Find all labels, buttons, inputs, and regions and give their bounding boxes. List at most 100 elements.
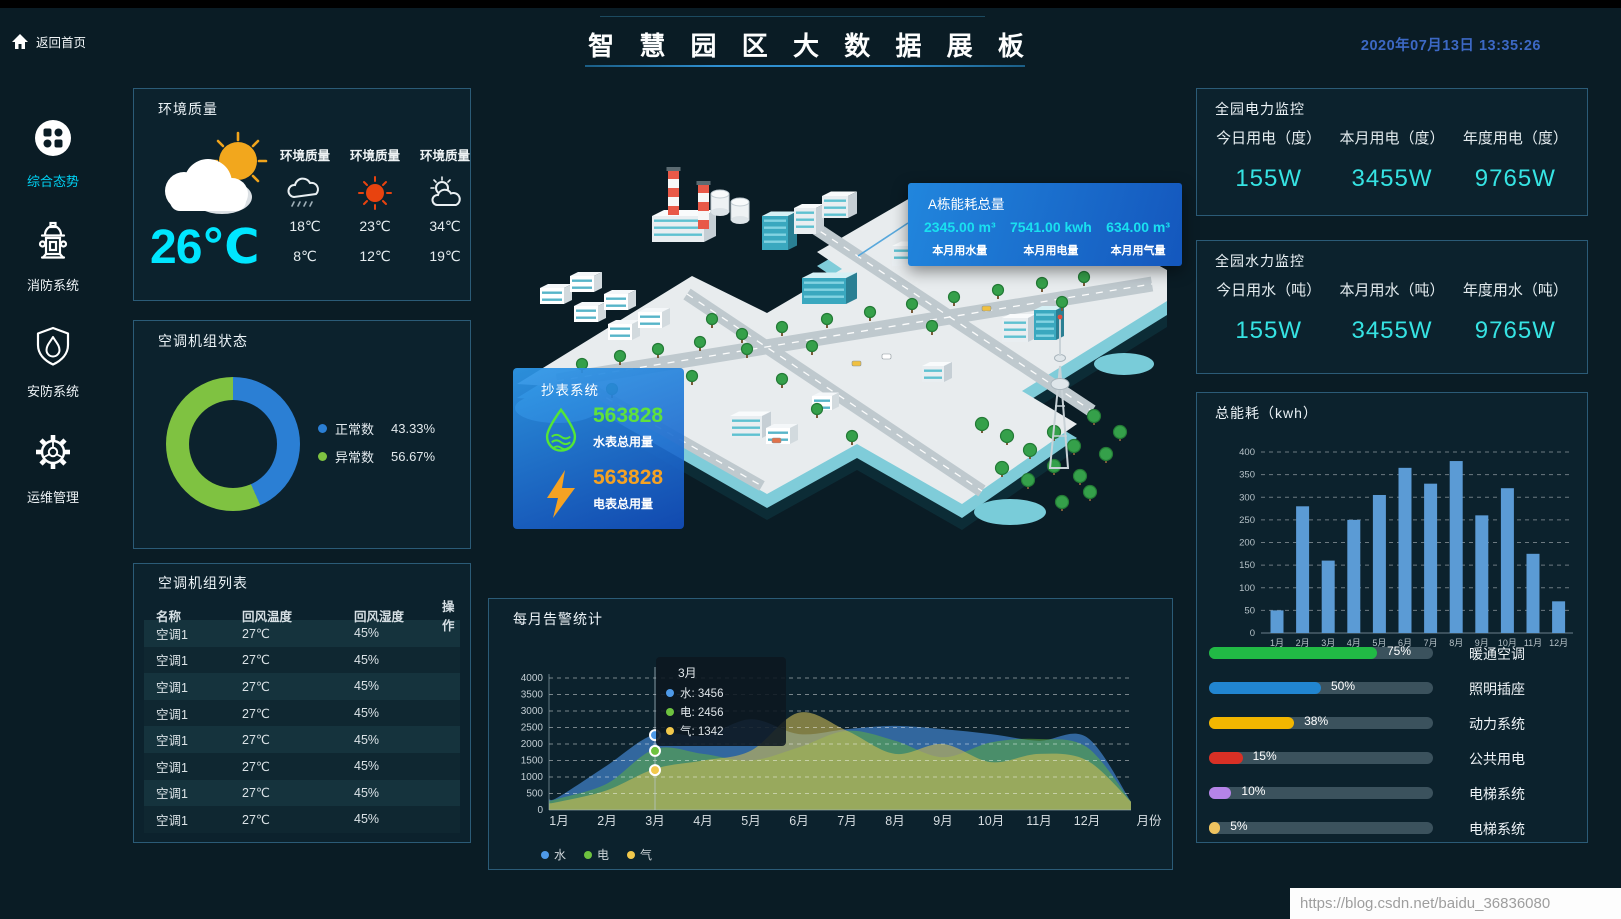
legend-item-abnormal[interactable]: 异常数 56.67% [318,447,435,466]
grid-icon [33,118,73,163]
metric-today-power: 今日用电（度） 155W [1216,130,1322,192]
progress-percent: 50% [1331,679,1356,693]
table-row[interactable]: 空调1 27℃ 45% [144,752,460,780]
sidebar-item-fire[interactable]: 消防系统 [27,220,79,294]
sidebar-item-label: 运维管理 [26,490,79,505]
svg-text:8月: 8月 [885,814,904,828]
svg-text:3000: 3000 [521,706,544,717]
alarm-area-chart[interactable]: 0 500 1000 1500 2000 2500 3000 3500 4000 1月 2月 3月 4月… [489,599,1174,871]
progress-label: 公共用电 [1469,751,1525,767]
svg-text:350: 350 [1239,470,1255,481]
energy-bar-chart[interactable]: 0 50 100 150 200 250 300 350 400 1月 2月 3月 4月 5月 6月 7月 8月… [1207,433,1579,651]
svg-text:1月: 1月 [549,814,568,828]
table-row[interactable]: 空调1 27℃ 45% [144,699,460,727]
donut-legend: 正常数 43.33% 异常数 56.67% [318,419,435,466]
progress-label: 电梯系统 [1469,786,1525,802]
sidebar-item-overview[interactable]: 综合态势 [27,118,79,190]
svg-text:300: 300 [1239,492,1255,503]
table-row[interactable]: 空调1 27℃ 45% [144,806,460,833]
legend-dot [318,424,327,433]
ac-status-donut-chart[interactable] [166,377,300,511]
power-monitor-panel: 全园电力监控 今日用电（度） 155W 本月用电（度） 3455W 年度用电（度… [1196,88,1588,216]
sidebar-item-ops[interactable]: 运维管理 [27,430,79,506]
svg-text:3月: 3月 [645,814,664,828]
svg-text:6月: 6月 [789,814,808,828]
progress-fill [1209,682,1321,694]
table-row[interactable]: 空调1 27℃ 45% [144,673,460,700]
bar-10月[interactable] [1500,488,1514,633]
forecast-col: 环境质量 34℃ 19℃ [419,149,470,264]
legend-item-electric[interactable]: 电 [584,846,609,863]
panel-title: 总能耗（kwh） [1215,405,1318,421]
bar-1月[interactable] [1270,610,1284,633]
water-monitor-panel: 全园水力监控 今日用水（吨） 155W 本月用水（吨） 3455W 年度用水（吨… [1196,240,1588,374]
svg-text:11月: 11月 [1524,638,1542,648]
panel-title: 环境质量 [158,101,218,117]
progress-fill [1209,717,1295,729]
building-energy-tooltip[interactable]: A栋能耗总量 2345.00 m³ 本月用水量 7541.00 kwh 本月用电… [908,183,1182,266]
back-home-button[interactable]: 返回首页 [10,32,86,51]
map-trees [575,270,1128,511]
svg-text:2500: 2500 [521,723,544,734]
table-row[interactable]: 空调1 27℃ 45% [144,646,460,674]
bar-11月[interactable] [1526,553,1540,633]
sun-icon [357,174,393,212]
column-header: 回风湿度 [354,609,405,624]
bar-4月[interactable] [1347,519,1361,633]
env-quality-panel: 环境质量 26℃ 环境质量 [133,88,471,301]
legend-item-normal[interactable]: 正常数 43.33% [318,419,435,438]
svg-text:500: 500 [526,789,543,800]
bar-5月[interactable] [1372,494,1386,633]
chart-tooltip: 3月 水: 3456 电: 2456 气: 1342 [656,657,786,746]
title-top-line [600,16,985,17]
svg-text:200: 200 [1239,538,1255,549]
progress-percent: 15% [1252,749,1277,763]
electric-total-label: 电表总用量 [593,497,654,511]
bar-9月[interactable] [1475,515,1489,633]
partly-cloudy-icon [425,174,465,212]
svg-text:6月: 6月 [1398,638,1412,648]
bar-3月[interactable] [1321,560,1335,633]
title-underline [585,65,1025,67]
column-header: 名称 [156,609,182,624]
bar-6月[interactable] [1398,467,1412,633]
ac-list-panel: 空调机组列表 名称 回风温度 回风湿度 操作 空调1 27℃ 45% 空调1 27℃ 45% 空调… [133,563,471,843]
sidebar-item-security[interactable]: 安防系统 [27,324,79,400]
bar-8月[interactable] [1449,461,1463,633]
tv-tower-icon [1048,314,1070,469]
svg-text:月份: 月份 [1136,814,1162,828]
legend-item-water[interactable]: 水 [541,846,566,863]
svg-text:7月: 7月 [837,814,856,828]
rain-icon [285,174,325,212]
home-icon [12,34,28,49]
legend-item-gas[interactable]: 气 [627,846,652,863]
progress-track [1209,752,1433,764]
svg-text:2000: 2000 [521,739,544,750]
back-home-label: 返回首页 [36,36,87,50]
table-row[interactable]: 空调1 27℃ 45% [144,779,460,807]
weather-sun-cloud-icon [165,131,268,214]
progress-track [1209,822,1433,834]
bar-2月[interactable] [1296,506,1310,633]
meter-reading-panel[interactable]: 抄表系统 563828 水表总用量 563828 电表总用量 [513,368,684,529]
progress-percent: 38% [1304,714,1329,728]
progress-label: 照明插座 [1469,681,1525,697]
lightning-icon [547,470,575,518]
svg-text:3月: 3月 [1321,638,1335,648]
table-row[interactable]: 空调1 27℃ 45% [144,726,460,753]
progress-label: 暖通空调 [1469,646,1525,662]
table-row[interactable]: 空调1 27℃ 45% [144,620,460,647]
panel-title: 全园电力监控 [1215,101,1305,117]
tooltip-title: A栋能耗总量 [928,197,1005,212]
panel-title: 空调机组状态 [158,333,248,349]
electric-total-value: 563828 [593,466,664,489]
panel-title: 空调机组列表 [158,575,248,591]
bar-12月[interactable] [1552,601,1566,633]
chart-legend: 水 电 气 [541,846,652,863]
svg-text:250: 250 [1239,515,1255,526]
svg-text:0: 0 [1250,628,1255,639]
svg-text:5月: 5月 [741,814,760,828]
bar-7月[interactable] [1424,483,1438,633]
energy-progress-1: 50% 照明插座 [1209,678,1575,700]
